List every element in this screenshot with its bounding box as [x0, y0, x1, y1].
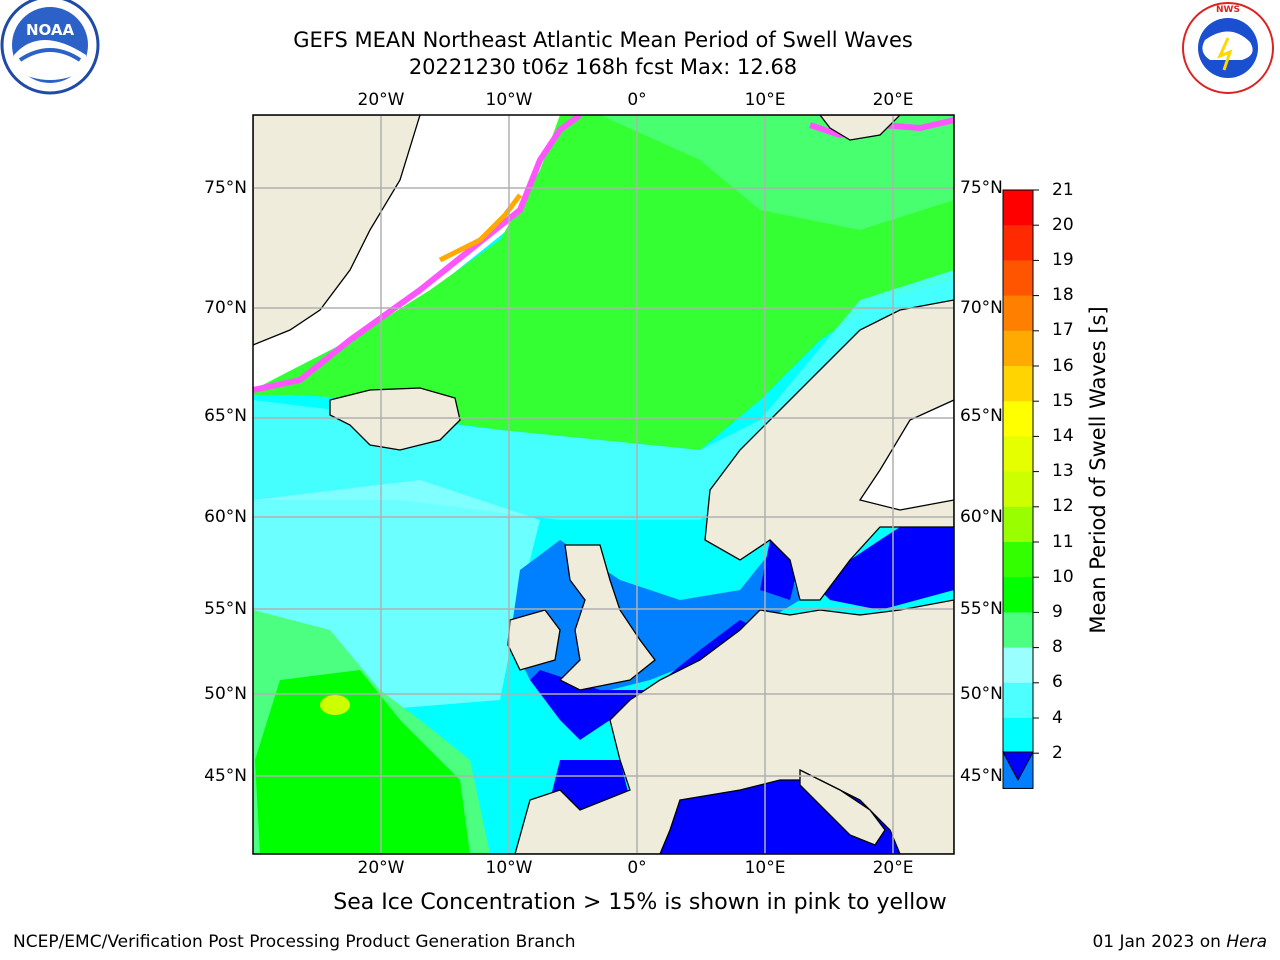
colorbar-segment — [1003, 471, 1033, 508]
plot-subtitle: 20221230 t06z 168h fcst Max: 12.68 — [408, 55, 798, 79]
colorbar-tick: 2 — [1052, 743, 1063, 763]
lon-label-top: 20°W — [357, 90, 405, 110]
lon-label-bottom: 0° — [627, 858, 647, 878]
colorbar-tick: 13 — [1052, 461, 1074, 481]
nws-logo: NWS — [1182, 2, 1274, 94]
lon-label-top: 0° — [627, 90, 647, 110]
colorbar-segment — [1003, 436, 1033, 473]
colorbar-segment — [1003, 225, 1033, 261]
colorbar-tick: 21 — [1052, 180, 1074, 200]
colorbar-segment — [1003, 682, 1033, 719]
colorbar-tick: 16 — [1052, 356, 1074, 376]
sea-ice-note: Sea Ice Concentration > 15% is shown in … — [333, 890, 947, 915]
colorbar-segment — [1003, 366, 1033, 402]
colorbar-tick: 19 — [1052, 250, 1074, 270]
lon-label-bottom: 20°E — [872, 858, 914, 878]
lon-label-top: 20°E — [872, 90, 914, 110]
colorbar-frame — [1002, 189, 1034, 789]
colorbar-tick: 15 — [1052, 391, 1074, 411]
colorbar-segment — [1003, 542, 1033, 578]
colorbar-tick: 14 — [1052, 426, 1074, 446]
colorbar-tick: 18 — [1052, 285, 1074, 305]
lon-label-top: 10°W — [485, 90, 533, 110]
lat-label-right: 50°N — [960, 684, 1003, 704]
lat-label-right: 45°N — [960, 766, 1003, 786]
lat-label-right: 75°N — [960, 178, 1003, 198]
plot-title: GEFS MEAN Northeast Atlantic Mean Period… — [293, 28, 913, 52]
colorbar-segment — [1003, 401, 1033, 437]
colorbar-tick: 8 — [1052, 637, 1063, 657]
colorbar-tick: 12 — [1052, 496, 1074, 516]
colorbar-title: Mean Period of Swell Waves [s] — [1086, 306, 1110, 634]
colorbar-tick: 11 — [1052, 532, 1074, 552]
colorbar-extend-triangle — [1002, 751, 1034, 782]
graticule — [253, 115, 954, 854]
footer-credit: NCEP/EMC/Verification Post Processing Pr… — [13, 932, 576, 952]
lat-label-left: 45°N — [204, 766, 247, 786]
colorbar-segment — [1003, 506, 1033, 543]
colorbar-segment — [1003, 295, 1033, 332]
noaa-logo: NOAA — [0, 0, 100, 95]
lat-label-left: 60°N — [204, 507, 247, 527]
lat-label-left: 65°N — [204, 406, 247, 426]
svg-text:NWS: NWS — [1216, 5, 1240, 15]
footer-machine: Hera — [1226, 932, 1267, 952]
lat-label-right: 60°N — [960, 507, 1003, 527]
map-area — [253, 115, 954, 854]
lat-label-left: 55°N — [204, 599, 247, 619]
lon-label-bottom: 10°E — [744, 858, 786, 878]
colorbar-tick: 10 — [1052, 567, 1074, 587]
colorbar — [1002, 189, 1039, 789]
lat-label-right: 65°N — [960, 406, 1003, 426]
colorbar-segment — [1003, 612, 1033, 649]
lat-label-left: 70°N — [204, 298, 247, 318]
lat-label-right: 55°N — [960, 599, 1003, 619]
footer-date-text: 01 Jan 2023 on — [1092, 932, 1227, 952]
colorbar-tick: 6 — [1052, 672, 1063, 692]
colorbar-segment — [1003, 330, 1033, 367]
colorbar-tick: 4 — [1052, 708, 1063, 728]
colorbar-segment — [1003, 647, 1033, 684]
colorbar-tick: 20 — [1052, 215, 1074, 235]
lat-label-left: 75°N — [204, 178, 247, 198]
colorbar-segment — [1003, 190, 1033, 226]
lat-label-left: 50°N — [204, 684, 247, 704]
lat-label-right: 70°N — [960, 298, 1003, 318]
lon-label-top: 10°E — [744, 90, 786, 110]
map-frame — [252, 114, 955, 855]
colorbar-segment — [1003, 260, 1033, 297]
svg-text:NOAA: NOAA — [26, 21, 75, 39]
footer-date: 01 Jan 2023 on Hera — [1092, 932, 1267, 952]
colorbar-segment — [1003, 718, 1033, 754]
lon-label-bottom: 20°W — [357, 858, 405, 878]
colorbar-segment — [1003, 577, 1033, 613]
colorbar-tick: 9 — [1052, 602, 1063, 622]
lon-label-bottom: 10°W — [485, 858, 533, 878]
colorbar-tick: 17 — [1052, 320, 1074, 340]
